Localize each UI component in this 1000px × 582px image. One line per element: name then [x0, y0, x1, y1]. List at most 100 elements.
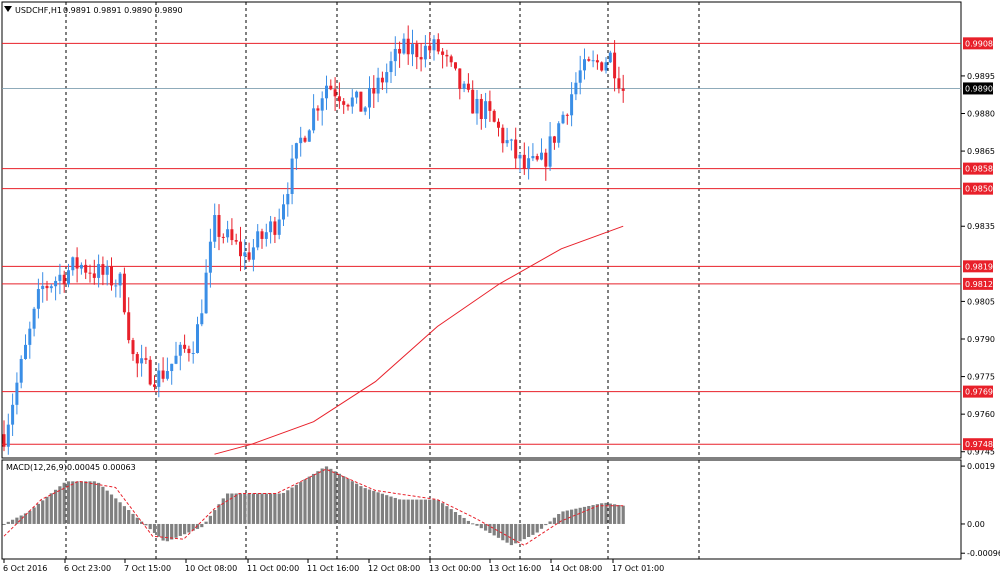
candle-body[interactable]: [161, 370, 165, 379]
candle-body[interactable]: [62, 274, 66, 285]
macd-histogram-bar[interactable]: [45, 496, 49, 524]
candle-body[interactable]: [58, 274, 62, 281]
macd-histogram-bar[interactable]: [195, 523, 200, 529]
candle-body[interactable]: [501, 127, 505, 144]
candle-body[interactable]: [337, 96, 341, 102]
macd-histogram-bar[interactable]: [161, 523, 165, 541]
candle-body[interactable]: [329, 85, 333, 90]
candle-body[interactable]: [32, 308, 36, 329]
candle-body[interactable]: [346, 104, 350, 107]
macd-histogram-bar[interactable]: [535, 523, 539, 533]
candle-body[interactable]: [449, 56, 453, 63]
macd-histogram-bar[interactable]: [359, 486, 363, 524]
candle-body[interactable]: [110, 266, 113, 286]
candle-body[interactable]: [208, 241, 212, 273]
candle-body[interactable]: [2, 434, 6, 447]
candle-body[interactable]: [535, 156, 539, 160]
candle-body[interactable]: [531, 156, 535, 159]
macd-histogram-bar[interactable]: [561, 511, 565, 524]
candle-body[interactable]: [355, 91, 359, 98]
candle-body[interactable]: [247, 252, 251, 260]
macd-histogram-bar[interactable]: [303, 479, 307, 524]
macd-histogram-bar[interactable]: [514, 523, 518, 544]
macd-histogram-bar[interactable]: [2, 523, 6, 525]
candle-body[interactable]: [445, 54, 449, 57]
candle-body[interactable]: [522, 154, 526, 169]
macd-histogram-bar[interactable]: [243, 493, 247, 524]
macd-histogram-bar[interactable]: [419, 499, 423, 524]
macd-histogram-bar[interactable]: [178, 523, 182, 536]
candle-body[interactable]: [101, 264, 105, 275]
macd-histogram-bar[interactable]: [337, 473, 341, 524]
macd-histogram-bar[interactable]: [509, 523, 513, 546]
candle-body[interactable]: [15, 382, 19, 405]
candle-body[interactable]: [415, 44, 419, 58]
price-panel[interactable]: 0.9895 0.9880 0.9865 0.9835 0.9805 0.9790 0.97…: [1, 1, 995, 459]
macd-histogram-bar[interactable]: [213, 510, 217, 524]
candle-body[interactable]: [213, 215, 217, 242]
macd-histogram-bar[interactable]: [372, 490, 376, 524]
macd-histogram-bar[interactable]: [234, 493, 238, 524]
macd-histogram-bar[interactable]: [264, 493, 268, 524]
candle-body[interactable]: [191, 352, 195, 354]
candle-body[interactable]: [290, 158, 294, 194]
macd-histogram-bar[interactable]: [256, 493, 260, 524]
candle-body[interactable]: [170, 363, 174, 372]
candle-body[interactable]: [557, 123, 561, 143]
candle-body[interactable]: [140, 358, 144, 364]
macd-histogram-bar[interactable]: [402, 499, 406, 524]
candle-body[interactable]: [178, 344, 182, 356]
candle-body[interactable]: [256, 231, 260, 248]
macd-histogram-bar[interactable]: [565, 510, 569, 524]
candle-body[interactable]: [71, 257, 75, 271]
candle-body[interactable]: [604, 62, 608, 71]
candle-body[interactable]: [36, 289, 40, 309]
macd-histogram-bar[interactable]: [109, 494, 114, 524]
candle-body[interactable]: [544, 152, 548, 167]
macd-histogram-bar[interactable]: [23, 513, 28, 524]
candle-body[interactable]: [479, 98, 483, 119]
candle-body[interactable]: [148, 359, 152, 385]
macd-histogram-bar[interactable]: [140, 521, 144, 524]
macd-histogram-bar[interactable]: [320, 468, 324, 524]
macd-histogram-bar[interactable]: [496, 523, 501, 538]
candle-body[interactable]: [583, 59, 586, 71]
candle-body[interactable]: [458, 68, 462, 89]
candle-body[interactable]: [372, 87, 376, 94]
candle-body[interactable]: [359, 91, 363, 112]
macd-panel[interactable]: 0.0019 0.00 -0.00096 6 Oct 2016 6 Oct 23:00 7…: [1, 459, 1000, 573]
candle-body[interactable]: [282, 204, 285, 220]
macd-histogram-bar[interactable]: [492, 523, 496, 536]
macd-histogram-bar[interactable]: [200, 523, 204, 528]
macd-histogram-bar[interactable]: [600, 503, 604, 524]
candle-body[interactable]: [131, 340, 135, 355]
candle-body[interactable]: [67, 270, 70, 285]
macd-histogram-bar[interactable]: [621, 505, 625, 524]
macd-histogram-bar[interactable]: [316, 471, 320, 524]
macd-histogram-bar[interactable]: [19, 515, 23, 524]
candle-body[interactable]: [368, 87, 371, 108]
macd-histogram-bar[interactable]: [260, 493, 264, 524]
macd-histogram-bar[interactable]: [445, 506, 449, 524]
candle-body[interactable]: [419, 57, 423, 60]
macd-histogram-bar[interactable]: [531, 523, 535, 535]
macd-histogram-bar[interactable]: [174, 523, 178, 538]
macd-histogram-bar[interactable]: [410, 499, 415, 524]
macd-histogram-bar[interactable]: [208, 515, 212, 524]
macd-histogram-bar[interactable]: [118, 502, 122, 524]
candle-body[interactable]: [165, 371, 169, 379]
macd-histogram-bar[interactable]: [570, 509, 574, 524]
macd-histogram-bar[interactable]: [376, 492, 380, 524]
macd-histogram-bar[interactable]: [131, 513, 135, 524]
macd-histogram-bar[interactable]: [604, 502, 608, 524]
macd-histogram-bar[interactable]: [269, 493, 273, 524]
macd-histogram-bar[interactable]: [363, 488, 367, 524]
macd-histogram-bar[interactable]: [324, 466, 329, 524]
macd-histogram-bar[interactable]: [432, 499, 436, 524]
macd-histogram-bar[interactable]: [127, 510, 131, 524]
candle-body[interactable]: [402, 38, 406, 54]
candle-body[interactable]: [363, 107, 367, 112]
candle-body[interactable]: [157, 370, 161, 387]
macd-histogram-bar[interactable]: [393, 497, 397, 524]
candle-body[interactable]: [385, 72, 389, 83]
